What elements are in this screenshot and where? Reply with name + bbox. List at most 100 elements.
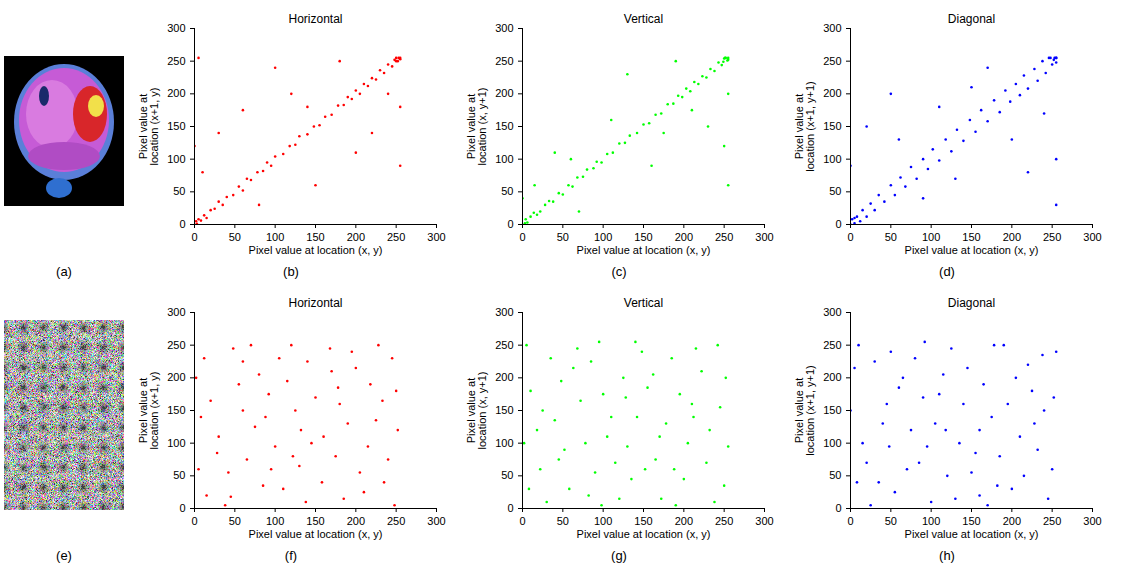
svg-text:150: 150 (823, 404, 841, 416)
svg-text:200: 200 (1003, 515, 1021, 527)
svg-text:250: 250 (387, 231, 405, 243)
svg-text:100: 100 (823, 437, 841, 449)
svg-text:0: 0 (835, 502, 841, 514)
svg-text:0: 0 (847, 515, 853, 527)
svg-text:100: 100 (922, 515, 940, 527)
svg-text:300: 300 (1083, 231, 1101, 243)
svg-text:50: 50 (173, 185, 185, 197)
svg-text:100: 100 (167, 153, 185, 165)
svg-text:Pixel value atlocation (x+1, y: Pixel value atlocation (x+1, y+1) (793, 81, 816, 172)
svg-text:100: 100 (266, 515, 284, 527)
svg-text:150: 150 (167, 120, 185, 132)
svg-text:200: 200 (167, 87, 185, 99)
svg-text:Pixel value at location (x, y): Pixel value at location (x, y) (249, 244, 383, 256)
svg-text:300: 300 (823, 306, 841, 318)
svg-text:300: 300 (495, 306, 513, 318)
svg-text:Vertical: Vertical (624, 12, 663, 26)
svg-text:200: 200 (347, 231, 365, 243)
svg-text:Pixel value at location (x, y): Pixel value at location (x, y) (577, 528, 711, 540)
svg-text:Horizontal: Horizontal (288, 12, 342, 26)
svg-text:Pixel value atlocation (x+1, y: Pixel value atlocation (x+1, y) (137, 372, 160, 450)
svg-text:150: 150 (167, 404, 185, 416)
svg-text:250: 250 (1043, 231, 1061, 243)
svg-text:Pixel value at location (x, y): Pixel value at location (x, y) (249, 528, 383, 540)
svg-text:250: 250 (387, 515, 405, 527)
svg-text:300: 300 (823, 22, 841, 34)
svg-text:100: 100 (594, 515, 612, 527)
svg-text:50: 50 (829, 185, 841, 197)
svg-text:300: 300 (755, 515, 773, 527)
svg-text:250: 250 (715, 231, 733, 243)
svg-text:50: 50 (885, 231, 897, 243)
svg-text:Horizontal: Horizontal (288, 296, 342, 310)
svg-text:0: 0 (835, 218, 841, 230)
svg-text:50: 50 (885, 515, 897, 527)
svg-text:150: 150 (634, 515, 652, 527)
svg-text:50: 50 (229, 515, 241, 527)
svg-text:100: 100 (495, 153, 513, 165)
svg-text:Pixel value atlocation (x+1, y: Pixel value atlocation (x+1, y) (137, 88, 160, 166)
svg-text:300: 300 (167, 306, 185, 318)
svg-text:250: 250 (1043, 515, 1061, 527)
svg-text:Pixel value atlocation (x+1, y: Pixel value atlocation (x+1, y+1) (793, 365, 816, 456)
svg-text:200: 200 (495, 371, 513, 383)
svg-text:Pixel value at location (x, y): Pixel value at location (x, y) (905, 528, 1039, 540)
svg-text:200: 200 (347, 515, 365, 527)
svg-text:250: 250 (715, 515, 733, 527)
svg-text:300: 300 (1083, 515, 1101, 527)
svg-text:300: 300 (755, 231, 773, 243)
svg-text:200: 200 (823, 371, 841, 383)
svg-text:0: 0 (191, 515, 197, 527)
svg-text:250: 250 (167, 55, 185, 67)
svg-text:50: 50 (229, 231, 241, 243)
svg-text:150: 150 (306, 231, 324, 243)
svg-text:150: 150 (306, 515, 324, 527)
svg-text:Vertical: Vertical (624, 296, 663, 310)
svg-text:200: 200 (823, 87, 841, 99)
svg-text:Pixel value atlocation (x, y+1: Pixel value atlocation (x, y+1) (465, 88, 488, 166)
svg-text:150: 150 (495, 404, 513, 416)
svg-text:150: 150 (634, 231, 652, 243)
svg-text:50: 50 (557, 515, 569, 527)
svg-text:100: 100 (922, 231, 940, 243)
svg-text:0: 0 (191, 231, 197, 243)
svg-text:Pixel value atlocation (x, y+1: Pixel value atlocation (x, y+1) (465, 372, 488, 450)
svg-text:100: 100 (167, 437, 185, 449)
svg-text:250: 250 (495, 339, 513, 351)
svg-text:200: 200 (1003, 231, 1021, 243)
svg-text:Diagonal: Diagonal (948, 296, 995, 310)
svg-text:0: 0 (507, 502, 513, 514)
svg-text:50: 50 (173, 469, 185, 481)
svg-text:300: 300 (167, 22, 185, 34)
svg-text:0: 0 (507, 218, 513, 230)
svg-text:0: 0 (519, 515, 525, 527)
svg-text:300: 300 (495, 22, 513, 34)
svg-text:150: 150 (962, 515, 980, 527)
svg-text:300: 300 (427, 231, 445, 243)
svg-text:Pixel value at location (x, y): Pixel value at location (x, y) (577, 244, 711, 256)
svg-text:0: 0 (179, 502, 185, 514)
svg-text:150: 150 (823, 120, 841, 132)
svg-text:0: 0 (519, 231, 525, 243)
svg-text:200: 200 (495, 87, 513, 99)
svg-text:100: 100 (266, 231, 284, 243)
svg-text:300: 300 (427, 515, 445, 527)
svg-text:200: 200 (675, 515, 693, 527)
svg-text:Diagonal: Diagonal (948, 12, 995, 26)
svg-text:0: 0 (847, 231, 853, 243)
svg-text:200: 200 (675, 231, 693, 243)
svg-text:250: 250 (167, 339, 185, 351)
svg-text:Pixel value at location (x, y): Pixel value at location (x, y) (905, 244, 1039, 256)
svg-text:200: 200 (167, 371, 185, 383)
svg-text:250: 250 (823, 55, 841, 67)
svg-text:50: 50 (829, 469, 841, 481)
svg-text:250: 250 (495, 55, 513, 67)
svg-text:150: 150 (495, 120, 513, 132)
svg-text:50: 50 (501, 469, 513, 481)
svg-text:250: 250 (823, 339, 841, 351)
svg-text:100: 100 (594, 231, 612, 243)
svg-text:50: 50 (557, 231, 569, 243)
svg-text:0: 0 (179, 218, 185, 230)
svg-text:50: 50 (501, 185, 513, 197)
svg-text:150: 150 (962, 231, 980, 243)
